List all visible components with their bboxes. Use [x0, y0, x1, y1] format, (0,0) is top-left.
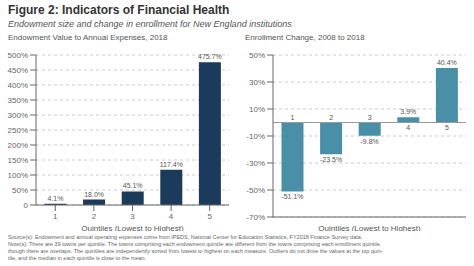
svg-text:Quintiles (Lowest to Highest): Quintiles (Lowest to Highest) [318, 224, 421, 231]
svg-text:100%: 100% [8, 171, 28, 180]
svg-text:4.1%: 4.1% [48, 195, 64, 202]
html-text:Endowment Value to Annual Expe: Endowment Value to Annual Expenses, 2018 [8, 33, 168, 42]
svg-text:1: 1 [291, 114, 295, 121]
svg-text:-70%: -70% [246, 213, 265, 222]
svg-text:18.0%: 18.0% [84, 191, 104, 198]
html-text:though there are overlaps. The: though there are overlaps. The quintiles… [8, 248, 383, 254]
html-text:Note(s): There are 39 towns pe: Note(s): There are 39 towns per quintile… [8, 241, 382, 247]
svg-text:475.7%: 475.7% [198, 53, 222, 60]
svg-text:2: 2 [92, 212, 97, 221]
svg-text:Quintiles (Lowest to Highest): Quintiles (Lowest to Highest) [81, 224, 184, 231]
svg-text:5: 5 [207, 212, 212, 221]
svg-text:-9.8%: -9.8% [361, 138, 379, 145]
svg-text:150%: 150% [8, 156, 28, 165]
svg-text:-50%: -50% [246, 186, 265, 195]
svg-text:5: 5 [445, 124, 449, 131]
html-text:Endowment size and change in e: Endowment size and change in enrollment … [8, 19, 292, 29]
svg-text:40.4%: 40.4% [437, 59, 457, 66]
svg-text:4: 4 [169, 212, 174, 221]
html-text:Figure 2: Indicators of Financ: Figure 2: Indicators of Financial Health [8, 3, 230, 17]
html-text:Source(s): Endowment and annua: Source(s): Endowment and annual operatin… [8, 234, 363, 240]
svg-text:200%: 200% [8, 141, 28, 150]
html-text:tile, and the median in each q: tile, and the median in each quintile is… [8, 255, 147, 261]
svg-text:-51.1%: -51.1% [281, 193, 303, 200]
svg-text:2: 2 [329, 114, 333, 121]
svg-text:-30%: -30% [246, 159, 265, 168]
svg-text:450%: 450% [8, 66, 28, 75]
svg-text:50%: 50% [12, 186, 28, 195]
svg-text:3: 3 [130, 212, 135, 221]
svg-text:1: 1 [53, 212, 58, 221]
svg-text:30%: 30% [249, 78, 265, 87]
svg-text:50%: 50% [249, 51, 265, 60]
svg-text:3: 3 [368, 114, 372, 121]
svg-text:-23.5%: -23.5% [320, 156, 342, 163]
svg-text:0: 0 [24, 201, 29, 210]
svg-text:400%: 400% [8, 81, 28, 90]
svg-text:117.4%: 117.4% [160, 161, 183, 168]
svg-text:3.9%: 3.9% [400, 108, 416, 115]
svg-text:10%: 10% [249, 105, 265, 114]
svg-text:350%: 350% [8, 96, 28, 105]
html-text:Enrollment Change, 2008 to 201: Enrollment Change, 2008 to 2018 [245, 33, 365, 42]
svg-text:4: 4 [406, 124, 410, 131]
svg-text:300%: 300% [8, 111, 28, 120]
svg-text:250%: 250% [8, 126, 28, 135]
svg-text:500%: 500% [8, 51, 28, 60]
svg-text:45.1%: 45.1% [123, 182, 143, 189]
svg-text:-10%: -10% [246, 132, 265, 141]
